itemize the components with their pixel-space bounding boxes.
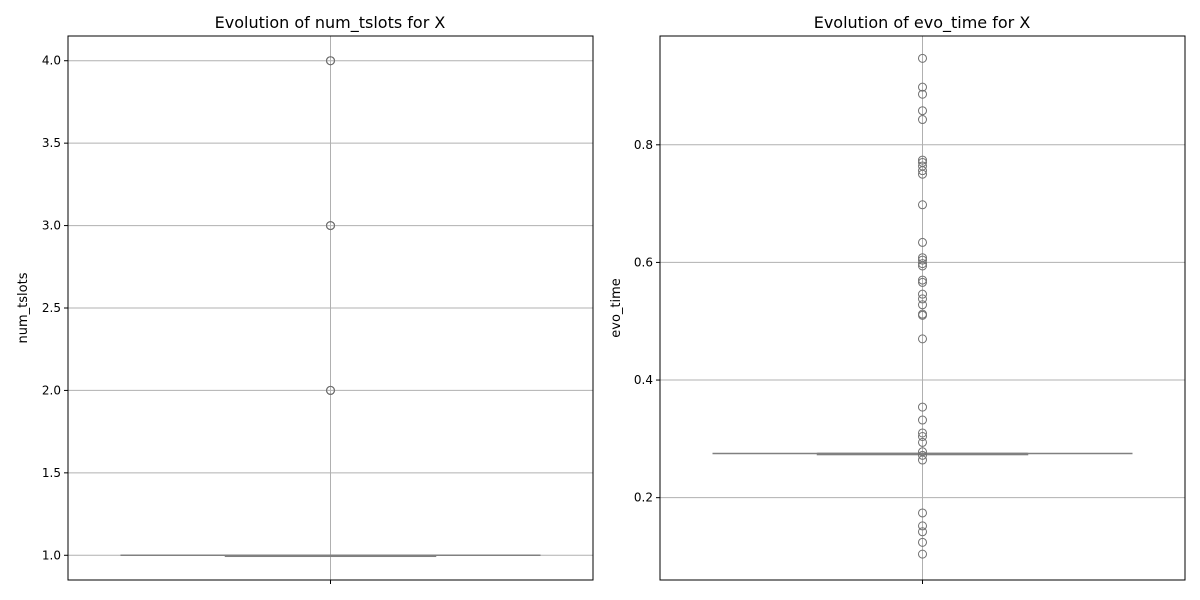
outlier-point: [918, 253, 927, 263]
outliers: [326, 56, 335, 395]
outlier-point: [918, 275, 927, 285]
outlier-point: [918, 428, 927, 438]
outlier-point: [326, 221, 335, 231]
y-axis-label: evo_time: [609, 278, 624, 338]
outlier-point: [918, 300, 927, 310]
outlier-point: [918, 309, 927, 319]
outlier-point: [326, 385, 335, 395]
outlier-point: [918, 527, 927, 537]
y-ticks: 0.2 0.4 0.6 0.8: [634, 138, 660, 505]
outlier-point: [918, 450, 927, 460]
outlier-point: [918, 277, 927, 287]
outlier-point: [918, 200, 927, 210]
y-axis-label: num_tslots: [16, 272, 31, 343]
y-tick-label: 2.5: [42, 301, 61, 315]
y-tick-label: 3.5: [42, 136, 61, 150]
y-tick-label: 0.8: [634, 138, 653, 152]
outlier-point: [326, 56, 335, 66]
outlier-point: [918, 161, 927, 171]
outlier-point: [918, 294, 927, 304]
chart-title: Evolution of num_tslots for X: [215, 13, 446, 33]
outlier-point: [918, 237, 927, 247]
y-tick-label: 4.0: [42, 54, 61, 68]
outlier-point: [918, 432, 927, 442]
y-tick-label: 0.6: [634, 255, 653, 269]
outlier-point: [918, 402, 927, 412]
grid: [68, 36, 593, 580]
outlier-point: [918, 89, 927, 99]
outlier-point: [918, 415, 927, 425]
outlier-point: [918, 157, 927, 167]
chart-title: Evolution of evo_time for X: [814, 13, 1031, 33]
outlier-point: [918, 334, 927, 344]
y-tick-label: 0.2: [634, 491, 653, 505]
outlier-point: [918, 82, 927, 92]
grid: [660, 36, 1185, 580]
outlier-point: [918, 549, 927, 559]
outlier-point: [918, 447, 927, 457]
chart-evo-time: Evolution of evo_time for X evo_time 0.2…: [609, 13, 1186, 584]
outlier-point: [918, 259, 927, 269]
outlier-point: [918, 115, 927, 125]
y-tick-label: 0.4: [634, 373, 653, 387]
outlier-point: [918, 53, 927, 63]
y-tick-label: 1.5: [42, 466, 61, 480]
outlier-point: [918, 155, 927, 165]
boxplot: [712, 452, 1133, 456]
boxplot: [120, 554, 541, 558]
chart-num-tslots: Evolution of num_tslots for X num_tslots…: [16, 13, 594, 584]
outlier-point: [918, 289, 927, 299]
outlier-point: [918, 521, 927, 531]
outlier-point: [918, 255, 927, 265]
outlier-point: [918, 508, 927, 518]
outlier-point: [918, 437, 927, 447]
outliers: [918, 53, 927, 559]
y-tick-label: 3.0: [42, 219, 61, 233]
outlier-point: [918, 537, 927, 547]
y-tick-label: 1.0: [42, 548, 61, 562]
y-ticks: 1.0 1.5 2.0 2.5 3.0 3.5 4.0: [42, 54, 68, 562]
y-tick-label: 2.0: [42, 383, 61, 397]
outlier-point: [918, 106, 927, 116]
